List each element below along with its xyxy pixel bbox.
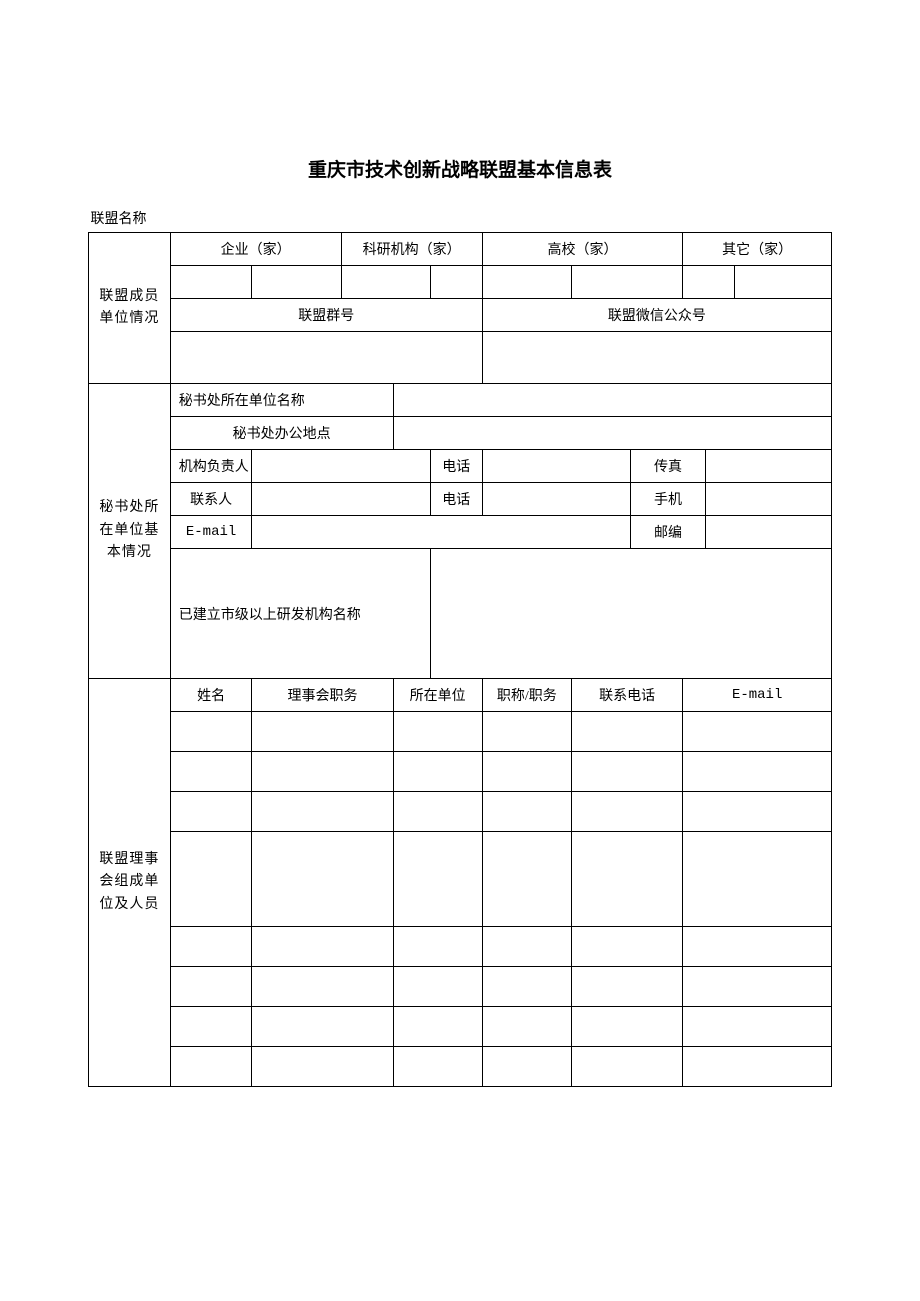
table-row — [252, 752, 393, 792]
table-row — [393, 1047, 482, 1087]
contact-label: 联系人 — [170, 483, 252, 516]
table-row — [571, 752, 682, 792]
group-number-value — [170, 332, 482, 384]
mobile-label: 手机 — [631, 483, 705, 516]
email-value — [252, 516, 631, 549]
th-email: E-mail — [683, 679, 832, 712]
university-val-b — [571, 266, 682, 299]
page-title: 重庆市技术创新战略联盟基本信息表 — [88, 155, 832, 182]
table-row — [252, 1007, 393, 1047]
contact-value — [252, 483, 430, 516]
enterprise-val-b — [252, 266, 341, 299]
table-row — [571, 712, 682, 752]
sec-office-loc-label: 秘书处办公地点 — [170, 417, 393, 450]
phone1-label: 电话 — [430, 450, 482, 483]
table-row — [683, 967, 832, 1007]
table-row — [683, 792, 832, 832]
table-row — [683, 927, 832, 967]
table-row — [170, 752, 252, 792]
table-row — [170, 1047, 252, 1087]
th-contact-phone: 联系电话 — [571, 679, 682, 712]
rd-org-label: 已建立市级以上研发机构名称 — [170, 549, 430, 679]
table-row — [170, 712, 252, 752]
sec-unit-name-label: 秘书处所在单位名称 — [170, 384, 393, 417]
table-row — [252, 1047, 393, 1087]
table-row — [571, 792, 682, 832]
sec-unit-name-value — [393, 384, 831, 417]
enterprise-label: 企业（家） — [170, 233, 341, 266]
table-row — [393, 712, 482, 752]
table-row — [571, 1007, 682, 1047]
rd-org-value — [430, 549, 831, 679]
secretariat-label: 秘书处所在单位基本情况 — [89, 384, 171, 679]
wechat-value — [482, 332, 831, 384]
th-council-position: 理事会职务 — [252, 679, 393, 712]
mobile-value — [705, 483, 831, 516]
postcode-label: 邮编 — [631, 516, 705, 549]
table-row — [482, 712, 571, 752]
group-number-label: 联盟群号 — [170, 299, 482, 332]
table-row — [170, 927, 252, 967]
table-row — [571, 967, 682, 1007]
table-row — [393, 752, 482, 792]
phone2-label: 电话 — [430, 483, 482, 516]
table-row — [482, 752, 571, 792]
table-row — [252, 967, 393, 1007]
table-row — [482, 1007, 571, 1047]
table-row — [252, 927, 393, 967]
table-row — [252, 792, 393, 832]
member-status-label: 联盟成员单位情况 — [89, 233, 171, 384]
table-row — [482, 967, 571, 1007]
table-row — [170, 967, 252, 1007]
table-row — [170, 1007, 252, 1047]
org-leader-label: 机构负责人 — [170, 450, 252, 483]
table-row — [482, 832, 571, 927]
table-row — [571, 832, 682, 927]
org-leader-value — [252, 450, 430, 483]
postcode-value — [705, 516, 831, 549]
table-row — [393, 967, 482, 1007]
enterprise-val-a — [170, 266, 252, 299]
table-row — [683, 832, 832, 927]
table-row — [683, 752, 832, 792]
table-row — [482, 927, 571, 967]
th-title-position: 职称/职务 — [482, 679, 571, 712]
university-val-a — [482, 266, 571, 299]
sec-office-loc-value — [393, 417, 831, 450]
other-val-a — [683, 266, 735, 299]
table-row — [252, 712, 393, 752]
table-row — [393, 1007, 482, 1047]
email-label: E-mail — [170, 516, 252, 549]
phone2-value — [482, 483, 631, 516]
table-row — [170, 792, 252, 832]
research-val-b — [430, 266, 482, 299]
th-unit: 所在单位 — [393, 679, 482, 712]
table-row — [252, 832, 393, 927]
info-table: 联盟名称 联盟成员单位情况 企业（家） 科研机构（家） 高校（家） 其它（家） … — [88, 204, 832, 1087]
alliance-name-label: 联盟名称 — [89, 204, 171, 233]
th-name: 姓名 — [170, 679, 252, 712]
research-val-a — [341, 266, 430, 299]
other-val-b — [735, 266, 832, 299]
alliance-name-value — [170, 204, 831, 233]
council-label: 联盟理事会组成单位及人员 — [89, 679, 171, 1087]
table-row — [683, 712, 832, 752]
table-row — [393, 927, 482, 967]
wechat-label: 联盟微信公众号 — [482, 299, 831, 332]
fax-label: 传真 — [631, 450, 705, 483]
table-row — [482, 1047, 571, 1087]
other-label: 其它（家） — [683, 233, 832, 266]
university-label: 高校（家） — [482, 233, 683, 266]
table-row — [683, 1007, 832, 1047]
table-row — [393, 832, 482, 927]
table-row — [571, 1047, 682, 1087]
research-label: 科研机构（家） — [341, 233, 482, 266]
fax-value — [705, 450, 831, 483]
table-row — [683, 1047, 832, 1087]
phone1-value — [482, 450, 631, 483]
table-row — [482, 792, 571, 832]
table-row — [571, 927, 682, 967]
table-row — [170, 832, 252, 927]
table-row — [393, 792, 482, 832]
